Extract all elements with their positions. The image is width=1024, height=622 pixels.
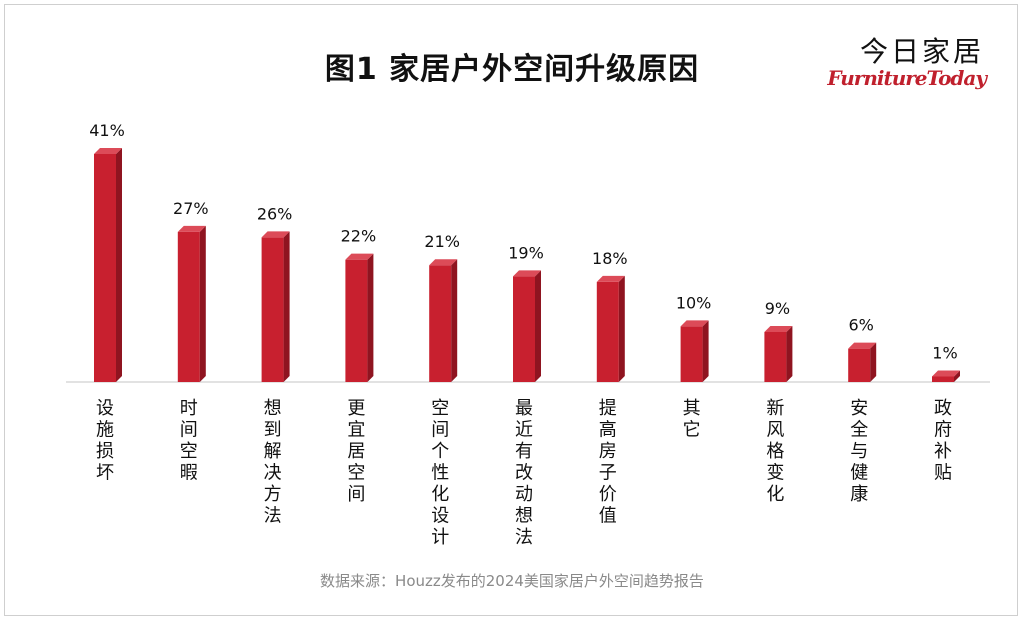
bar-top: [345, 253, 374, 260]
data-label: 9%: [765, 299, 790, 318]
chart-frame: [4, 4, 1018, 616]
bar-side: [954, 370, 960, 382]
data-label: 10%: [676, 293, 712, 312]
bar: [261, 237, 284, 382]
bar-top: [94, 148, 122, 154]
category-label: 安全与健康: [850, 398, 868, 505]
bar-top: [764, 325, 793, 332]
bar-side: [451, 259, 458, 382]
category-label: 提高房子价值: [599, 398, 617, 527]
data-label: 26%: [257, 204, 293, 223]
category-label: 政府补贴: [934, 398, 952, 484]
category-label: 其它: [683, 398, 701, 441]
logo-english: FurnitureToday: [827, 66, 987, 90]
bar-side: [199, 225, 206, 382]
chart-title: 图1 家居户外空间升级原因: [324, 52, 700, 87]
bar: [429, 265, 452, 382]
bar: [932, 376, 954, 382]
category-label: 空间个性化设计: [431, 398, 449, 548]
bar-top: [177, 225, 206, 232]
category-label: 更宜居空间: [347, 398, 365, 505]
category-label: 新风格变化: [766, 398, 784, 505]
bar-side: [786, 325, 793, 382]
bar: [764, 331, 787, 382]
bar-side: [702, 320, 709, 382]
data-label: 18%: [592, 249, 628, 268]
bar-top: [848, 342, 877, 349]
category-label: 时间空暇: [180, 398, 198, 484]
data-label: 41%: [89, 121, 125, 140]
bar: [848, 348, 871, 382]
bar-side: [535, 270, 541, 382]
category-label: 想到解决方法: [264, 398, 282, 527]
data-label: 27%: [173, 199, 209, 218]
bar-top: [932, 370, 960, 377]
bar-top: [596, 275, 625, 282]
category-label: 最近有改动想法: [515, 398, 533, 548]
data-label: 22%: [341, 227, 377, 246]
bar-side: [367, 253, 374, 382]
bar-side: [116, 148, 122, 382]
category-label: 设施损坏: [96, 398, 114, 484]
bar-side: [283, 231, 290, 382]
bar-side: [618, 275, 625, 382]
bar-side: [870, 342, 877, 382]
logo-chinese: 今日家居: [859, 35, 984, 68]
data-label: 6%: [849, 316, 874, 335]
bar-top: [261, 231, 290, 238]
data-label: 1%: [932, 343, 957, 362]
source-note: 数据来源：Houzz发布的2024美国家居户外空间趋势报告: [320, 572, 704, 590]
bar: [596, 281, 619, 382]
data-label: 19%: [508, 243, 544, 262]
bar: [513, 276, 535, 382]
bar-top: [429, 259, 458, 266]
bar-top: [680, 320, 709, 327]
bar: [94, 154, 116, 382]
bar-top: [513, 270, 541, 277]
bar: [177, 231, 200, 382]
bar: [345, 259, 368, 382]
data-label: 21%: [424, 232, 460, 251]
bar: [680, 326, 703, 382]
